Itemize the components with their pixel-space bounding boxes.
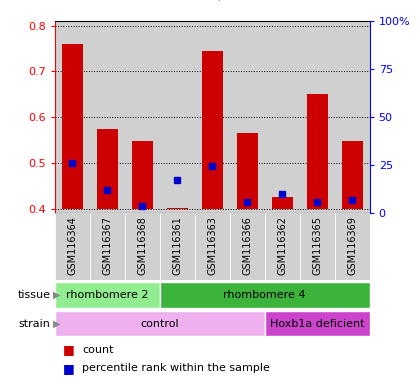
Bar (236, 133, 257, 209)
FancyBboxPatch shape (55, 311, 265, 336)
FancyBboxPatch shape (125, 213, 160, 280)
FancyBboxPatch shape (335, 213, 370, 280)
Bar (265, 21, 299, 213)
Text: ▶: ▶ (52, 290, 60, 300)
Text: ■: ■ (63, 362, 75, 375)
Bar (89, 21, 125, 213)
Text: percentile rank within the sample: percentile rank within the sample (82, 363, 270, 373)
Text: rhombomere 4: rhombomere 4 (223, 290, 306, 300)
Text: ■: ■ (63, 343, 75, 356)
Bar (97, 129, 118, 209)
Bar (125, 21, 160, 213)
Text: GSM116366: GSM116366 (242, 217, 252, 275)
Text: GSM116361: GSM116361 (172, 217, 182, 275)
Text: ▶: ▶ (52, 318, 60, 329)
Text: control: control (140, 318, 179, 329)
FancyBboxPatch shape (230, 213, 265, 280)
Text: Hoxb1a deficient: Hoxb1a deficient (270, 318, 365, 329)
Text: GDS2575 / 11517: GDS2575 / 11517 (149, 0, 271, 2)
FancyBboxPatch shape (265, 213, 299, 280)
Bar (131, 141, 152, 209)
Text: strain: strain (18, 318, 50, 329)
Bar (341, 141, 362, 209)
Text: GSM116363: GSM116363 (207, 217, 217, 275)
Bar (272, 197, 293, 209)
Text: rhombomere 2: rhombomere 2 (66, 290, 148, 300)
FancyBboxPatch shape (89, 213, 125, 280)
Bar (335, 21, 370, 213)
Bar (160, 21, 194, 213)
Text: GSM116367: GSM116367 (102, 217, 112, 275)
Text: tissue: tissue (17, 290, 50, 300)
FancyBboxPatch shape (265, 311, 370, 336)
FancyBboxPatch shape (194, 213, 230, 280)
FancyBboxPatch shape (55, 282, 160, 308)
Bar (55, 21, 89, 213)
Bar (202, 51, 223, 209)
Text: GSM116369: GSM116369 (347, 217, 357, 275)
Bar (62, 44, 83, 209)
Text: GSM116362: GSM116362 (277, 217, 287, 275)
Text: count: count (82, 345, 113, 355)
FancyBboxPatch shape (160, 213, 194, 280)
Bar (167, 208, 188, 209)
Bar (307, 94, 328, 209)
Text: GSM116364: GSM116364 (67, 217, 77, 275)
Text: GSM116368: GSM116368 (137, 217, 147, 275)
Bar (299, 21, 335, 213)
Text: GSM116365: GSM116365 (312, 217, 322, 275)
Bar (230, 21, 265, 213)
FancyBboxPatch shape (299, 213, 335, 280)
Bar (194, 21, 230, 213)
FancyBboxPatch shape (160, 282, 370, 308)
FancyBboxPatch shape (55, 213, 89, 280)
